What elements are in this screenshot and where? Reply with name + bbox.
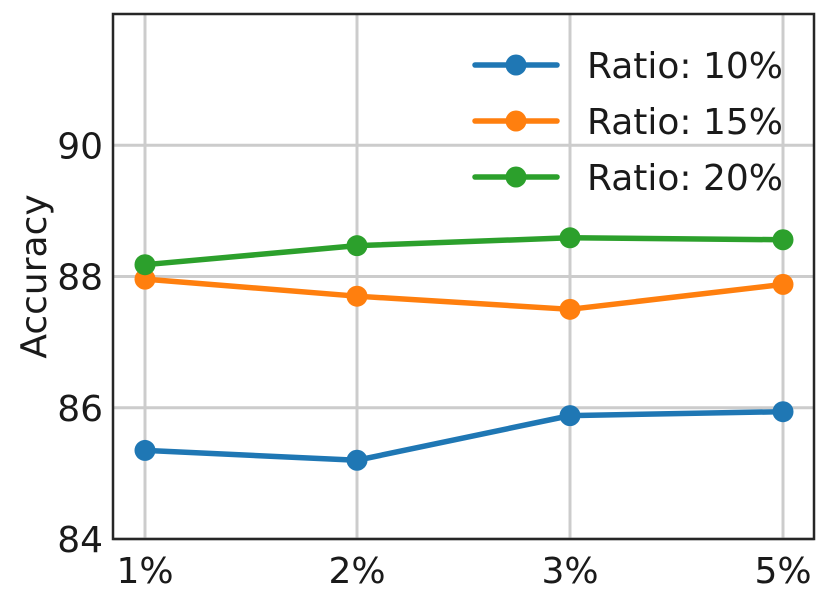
y-axis-label: Accuracy xyxy=(14,194,55,358)
series-2 xyxy=(134,268,794,320)
data-point xyxy=(559,227,581,249)
legend: Ratio: 10% Ratio: 15% Ratio: 20% xyxy=(472,46,783,199)
data-point xyxy=(772,401,794,423)
data-point xyxy=(134,439,156,461)
data-point xyxy=(772,229,794,251)
x-tick-label: 5% xyxy=(754,551,811,592)
data-point xyxy=(559,405,581,427)
grid xyxy=(113,14,814,541)
data-point xyxy=(559,298,581,320)
series-layer xyxy=(134,227,794,471)
x-tick-label: 1% xyxy=(116,551,173,592)
series-line xyxy=(142,408,786,463)
data-point xyxy=(772,273,794,295)
legend-label: Ratio: 15% xyxy=(587,102,783,143)
legend-label: Ratio: 10% xyxy=(587,46,783,87)
series-line xyxy=(142,276,786,313)
x-tick-label: 2% xyxy=(328,551,385,592)
plot-frame xyxy=(111,12,816,541)
y-tick-label: 88 xyxy=(57,258,103,299)
legend-marker xyxy=(505,166,527,188)
data-point xyxy=(346,449,368,471)
x-tick-label: 3% xyxy=(541,551,598,592)
data-point xyxy=(346,285,368,307)
y-tick-label: 86 xyxy=(57,389,103,430)
series-3 xyxy=(134,227,794,276)
legend-item: Ratio: 20% xyxy=(472,158,783,199)
data-point xyxy=(134,268,156,290)
legend-item: Ratio: 10% xyxy=(472,46,783,87)
y-tick-label: 84 xyxy=(57,520,103,561)
x-tick-labels: 1% 2% 3% 5% xyxy=(116,551,811,592)
legend-item: Ratio: 15% xyxy=(472,102,783,143)
series-line xyxy=(142,235,786,268)
data-point xyxy=(346,235,368,257)
y-tick-label: 90 xyxy=(57,126,103,167)
series-1 xyxy=(134,401,794,471)
legend-marker xyxy=(505,54,527,76)
data-point xyxy=(134,254,156,276)
y-tick-labels: 84 86 88 90 xyxy=(57,126,103,561)
legend-label: Ratio: 20% xyxy=(587,158,783,199)
legend-marker xyxy=(505,110,527,132)
